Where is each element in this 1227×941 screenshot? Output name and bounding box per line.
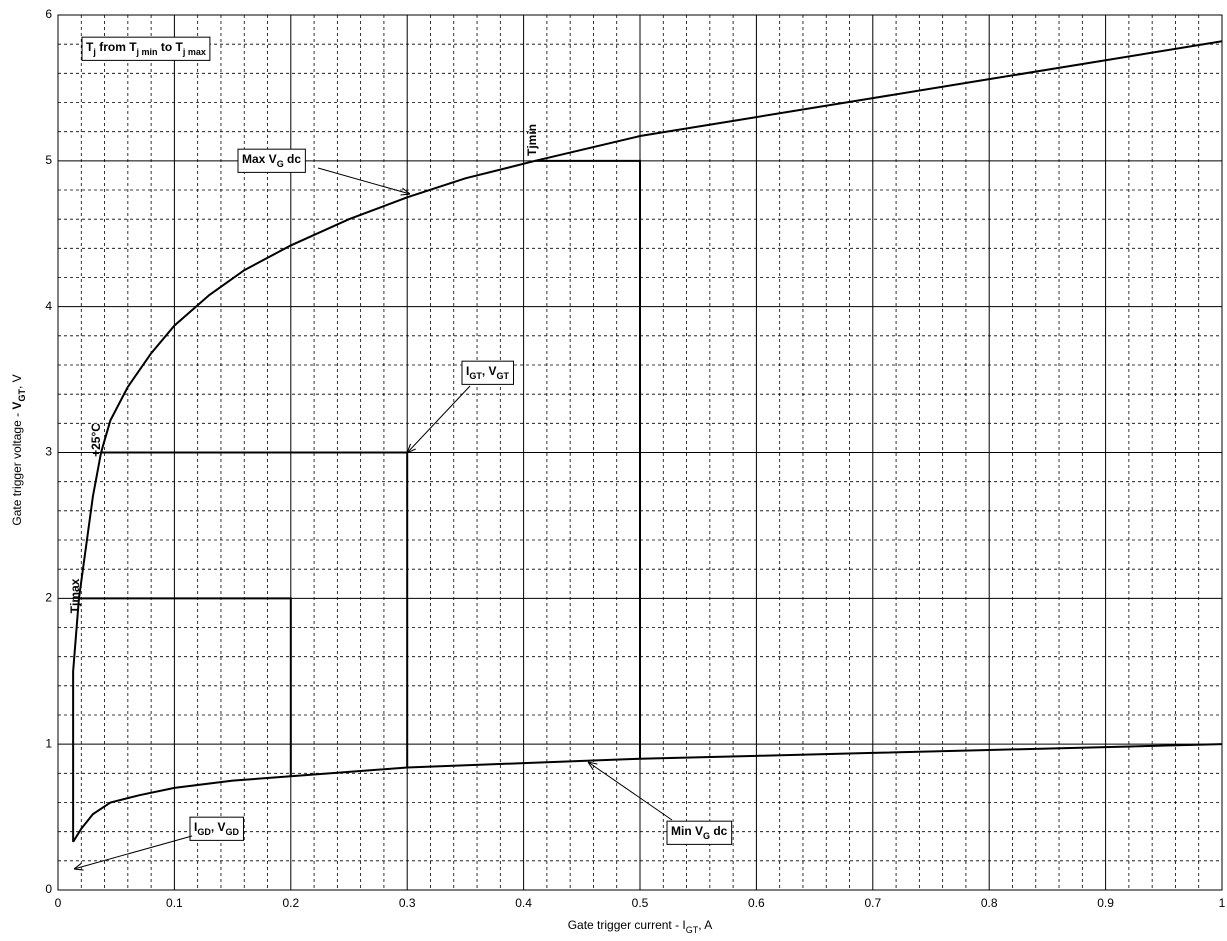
- y-tick-label: 6: [45, 7, 52, 21]
- text-part: j: [92, 47, 96, 57]
- text-part: G: [703, 831, 710, 841]
- x-tick-label: 0: [55, 896, 62, 910]
- text-part: , V: [10, 374, 24, 389]
- text-part: G: [277, 159, 284, 169]
- text-part: I: [194, 820, 197, 834]
- x-tick-label: 0.9: [1097, 896, 1114, 910]
- text-part: j min: [136, 47, 158, 57]
- text-part: from T: [96, 40, 137, 54]
- annotation: +25°C: [89, 423, 103, 457]
- annotation: Max VG dc: [242, 152, 301, 169]
- annotation-arrow: [588, 762, 673, 821]
- text-part: Tjmax: [68, 578, 82, 613]
- x-tick-label: 0.6: [748, 896, 765, 910]
- curve: [535, 159, 641, 759]
- text-part: GD: [226, 827, 240, 837]
- annotation-box: [189, 816, 245, 841]
- x-tick-label: 0.8: [981, 896, 998, 910]
- plot-frame: [57, 14, 1223, 891]
- text-part: , A: [698, 918, 712, 932]
- annotation: Min VG dc: [671, 824, 728, 841]
- text-part: +25°C: [89, 423, 103, 457]
- annotation-box: [666, 820, 733, 845]
- text-part: dc: [284, 152, 302, 166]
- annotation: Tjmax: [68, 578, 82, 613]
- text-part: to T: [158, 40, 184, 54]
- text-part: GT: [17, 389, 27, 402]
- x-axis-label: Gate trigger current - IGT, A: [568, 918, 713, 935]
- y-tick-label: 1: [45, 736, 52, 750]
- y-axis-label: Gate trigger voltage - VGT, V: [10, 374, 27, 525]
- x-tick-label: 0.2: [282, 896, 299, 910]
- annotation-box: [81, 36, 211, 61]
- text-part: GD: [197, 827, 211, 837]
- y-tick-label: 5: [45, 153, 52, 167]
- text-part: GT: [686, 925, 699, 935]
- annotation: IGT, VGT: [466, 364, 510, 381]
- annotation-arrow: [74, 835, 193, 869]
- y-tick-label: 3: [45, 445, 52, 459]
- y-tick-label: 4: [45, 299, 52, 313]
- x-tick-label: 0.5: [632, 896, 649, 910]
- x-tick-label: 0.4: [515, 896, 532, 910]
- text-part: , V: [211, 820, 226, 834]
- text-part: , V: [482, 364, 497, 378]
- y-tick-label: 0: [45, 882, 52, 896]
- text-part: j max: [182, 47, 206, 57]
- annotation-box: [237, 148, 306, 173]
- x-tick-label: 1: [1219, 896, 1226, 910]
- text-part: Min V: [671, 824, 703, 838]
- annotation-box: [461, 360, 515, 385]
- y-tick-label: 2: [45, 591, 52, 605]
- curve: [78, 597, 292, 777]
- annotation: Tj from Tj min to Tj max: [86, 40, 206, 57]
- text-part: Gate trigger voltage -: [10, 410, 24, 526]
- x-tick-label: 0.3: [399, 896, 416, 910]
- text-part: GT: [497, 371, 510, 381]
- annotation-arrow: [407, 385, 471, 453]
- text-part: V: [10, 402, 24, 410]
- annotation-arrow: [317, 167, 410, 194]
- text-part: I: [466, 364, 469, 378]
- text-part: T: [86, 40, 94, 54]
- curve: [72, 743, 1223, 843]
- annotation: IGD, VGD: [194, 820, 240, 837]
- annotation: Tjmin: [525, 124, 539, 156]
- text-part: dc: [710, 824, 728, 838]
- text-part: Tjmin: [525, 124, 539, 156]
- text-part: GT: [469, 371, 482, 381]
- text-part: Max V: [242, 152, 277, 166]
- curve: [72, 40, 1223, 842]
- x-tick-label: 0.1: [166, 896, 183, 910]
- text-part: Gate trigger current -: [568, 918, 683, 932]
- x-tick-label: 0.7: [864, 896, 881, 910]
- text-part: I: [682, 918, 685, 932]
